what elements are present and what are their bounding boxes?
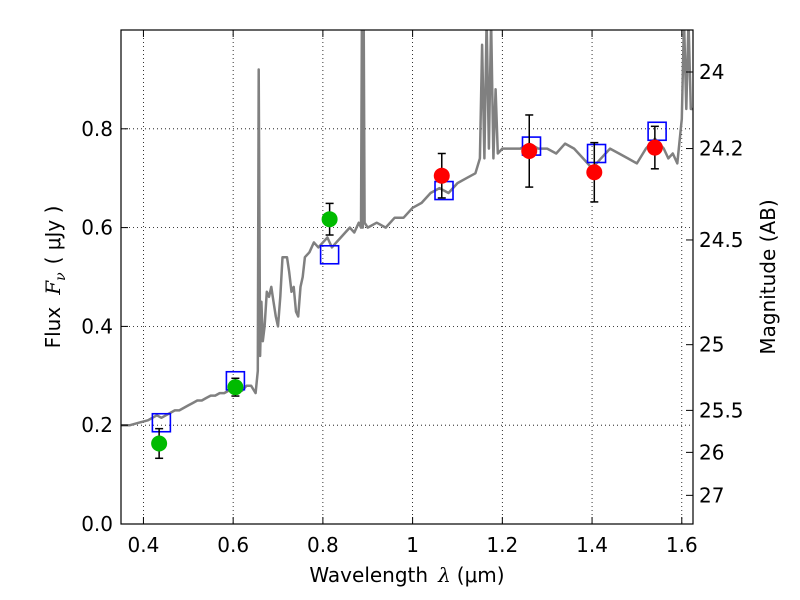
x-tick-label: 0.4 (128, 533, 160, 557)
model-photometry-square (586, 143, 607, 164)
model-photometry-square (319, 244, 340, 265)
x-axis-symbol: λ (437, 563, 451, 587)
y-tick-label: 0.0 (81, 512, 113, 536)
observed-point (227, 379, 244, 396)
x-tick-label: 1.2 (486, 533, 518, 557)
observed-point (151, 435, 168, 452)
x-tick-label: 0.8 (307, 533, 339, 557)
y2-tick-label: 25 (699, 333, 724, 357)
y-tick-label: 0.2 (81, 413, 113, 437)
y-axis-symbol: F (41, 280, 65, 296)
y-axis-title: Flux Fν ( μJy ) (41, 206, 69, 349)
observed-point (321, 211, 338, 228)
x-axis-label: Wavelength (309, 563, 428, 587)
observed-point (646, 139, 663, 156)
y2-tick-label: 25.5 (699, 398, 744, 422)
x-tick-label: 0.6 (217, 533, 249, 557)
y-axis-unit: ( μJy ) (41, 206, 65, 265)
y2-tick-label: 24.2 (699, 137, 744, 161)
y-axis-label: Flux (41, 307, 65, 349)
y-tick-label: 0.8 (81, 117, 113, 141)
model-photometry-square (151, 412, 172, 433)
x-tick-label: 1.4 (576, 533, 608, 557)
y-axis-symbol-sub: ν (53, 272, 69, 281)
y-tick-label: 0.6 (81, 216, 113, 240)
x-axis-title: Wavelength λ (μm) (309, 563, 504, 587)
x-axis-unit: (μm) (457, 563, 505, 587)
y2-tick-label: 26 (699, 440, 724, 464)
tick-marks (121, 30, 693, 525)
y2-axis-title: Magnitude (AB) (756, 199, 780, 354)
y2-tick-label: 24 (699, 60, 724, 84)
plot-layer (121, 30, 693, 460)
y2-tick-label: 24.5 (699, 228, 744, 252)
y-tick-label: 0.4 (81, 314, 113, 338)
y2-tick-label: 27 (699, 483, 724, 507)
plot-frame (120, 29, 694, 525)
observed-point (521, 143, 538, 160)
spectrum-line (121, 30, 693, 427)
x-tick-label: 1.6 (666, 533, 698, 557)
observed-point (586, 164, 603, 181)
observed-point (433, 167, 450, 184)
x-tick-label: 1 (406, 533, 419, 557)
